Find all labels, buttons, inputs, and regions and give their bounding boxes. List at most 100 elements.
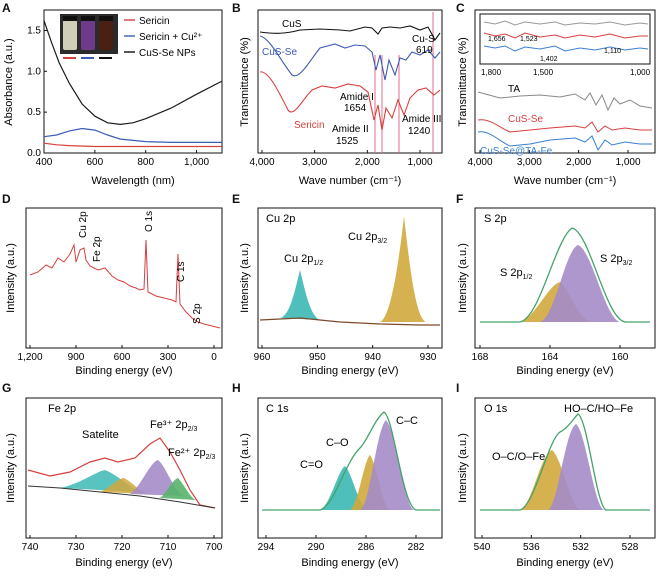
xtick-label-i: 536 <box>523 542 540 553</box>
xtick-label-g: 740 <box>22 542 39 553</box>
inset-label-1523: 1,523 <box>520 36 538 43</box>
label-fe3: Fe³⁺ 2p2/3 <box>150 419 197 433</box>
xtick-label-g: 700 <box>206 542 223 553</box>
panel-letter-d: D <box>2 192 11 206</box>
xtick-label-c: 1,000 <box>615 157 640 168</box>
ytick-label-a: 0.0 <box>27 148 41 159</box>
ylabel-b: Transmittance (%) <box>239 37 251 126</box>
envelope-f <box>480 227 650 323</box>
spectrum-cusse-ta-fe <box>477 131 652 152</box>
ticks-d: 1,200 900 600 300 0 <box>17 345 217 363</box>
label-amide-ii: Amide II <box>332 124 369 135</box>
panel-letter-h: H <box>232 381 241 395</box>
xlabel-h: Binding energy (eV) <box>301 557 398 569</box>
label-c-eq-o: C=O <box>300 459 323 471</box>
ticks-h: 294 290 286 282 <box>258 535 425 553</box>
inset-spectrum-blue <box>483 45 649 52</box>
title-g: Fe 2p <box>48 403 76 415</box>
ytick-label-a: 0.5 <box>27 107 41 118</box>
ylabel-e: Intensity (a.u.) <box>239 243 251 313</box>
xtick-label-g: 720 <box>114 542 131 553</box>
xtick-label-f: 164 <box>542 352 559 363</box>
panel-letter-b: B <box>232 1 241 15</box>
xtick-label-d: 300 <box>160 352 177 363</box>
label-cu-s: Cu-S <box>412 34 435 45</box>
ylabel-c: Transmittance (%) <box>457 37 469 126</box>
inset-label-1110: 1,110 <box>604 48 621 55</box>
xtick-label-b: 4,000 <box>249 157 274 168</box>
spectrum-cusse <box>259 35 441 81</box>
ticks-f: 168 164 160 <box>472 345 629 363</box>
label-cusse-ta-fe: CuS-Se@TA-Fe <box>480 146 553 157</box>
peak-fill-fe2 <box>160 478 196 500</box>
label-amide-i: Amide I <box>340 92 374 103</box>
panel-letter-g: G <box>2 381 11 395</box>
peak-fe2p: Fe 2p <box>92 236 103 262</box>
peak-o1s: O 1s <box>144 211 155 232</box>
series-line-a-1 <box>43 127 222 143</box>
label-cus: CuS <box>282 19 302 30</box>
xlabel-c: Wave number (cm⁻¹) <box>514 175 617 187</box>
ylabel-a: Absorbance (a.u.) <box>3 38 15 125</box>
panel-letter-f: F <box>456 192 463 206</box>
xlabel-g: Binding energy (eV) <box>75 557 172 569</box>
ylabel-d: Intensity (a.u.) <box>5 243 17 313</box>
plot-frame-c <box>474 9 656 154</box>
xlabel-f: Binding energy (eV) <box>516 365 613 377</box>
legend-sericin: Sericin <box>139 16 170 27</box>
xtick-label-g: 730 <box>68 542 85 553</box>
panel-b: CuS CuS-Se Sericin Amide I 1654 Amide II… <box>239 9 443 187</box>
spectrum-survey <box>29 239 221 329</box>
envelope-g <box>27 437 216 509</box>
label-cu-s-value: 619 <box>416 45 433 56</box>
label-s2p32: S 2p3/2 <box>600 253 632 267</box>
label-o-c: O–C/O–Fe <box>492 451 545 463</box>
label-cu2p32-main: Cu 2p <box>348 231 377 243</box>
panel-g: Fe 2p Satelite Fe³⁺ 2p2/3 Fe²⁺ 2p2/3 740… <box>5 397 223 569</box>
label-s2p12-main: S 2p <box>500 267 523 279</box>
xtick-label-e: 930 <box>420 352 437 363</box>
plot-frame-e <box>257 207 443 349</box>
panel-i: O 1s O–C/O–Fe HO–C/HO–Fe 540 536 532 528 Bi… <box>457 397 656 569</box>
ylabel-f: Intensity (a.u.) <box>457 243 469 313</box>
panel-c: 1,656 1,523 1,402 1,110 1,800 1,500 1,00… <box>457 9 656 187</box>
xlabel-i: Binding energy (eV) <box>516 557 613 569</box>
ticks-e: 960 950 940 930 <box>254 345 437 363</box>
plot-frame-i <box>474 397 656 539</box>
xtick-label-a: 800 <box>137 157 154 168</box>
label-amide-ii-value: 1525 <box>336 136 359 147</box>
label-sericin: Sericin <box>294 120 325 131</box>
vials-photo <box>60 14 118 59</box>
xtick-label-d: 1,200 <box>17 352 42 363</box>
label-c-o: C–O <box>326 437 349 449</box>
xtick-label-d: 900 <box>68 352 85 363</box>
panel-e: Cu 2p1/2 Cu 2p3/2 Cu 2p 960 950 940 930 Bin… <box>239 207 443 377</box>
label-fe2-sub: 2/3 <box>206 454 216 461</box>
panel-letter-a: A <box>2 1 11 15</box>
label-cu2p12-main: Cu 2p <box>284 253 313 265</box>
xtick-label-b: 1,000 <box>407 157 432 168</box>
label-cu2p12: Cu 2p1/2 <box>284 253 323 267</box>
label-fe2: Fe²⁺ 2p2/3 <box>168 447 215 461</box>
label-s2p32-main: S 2p <box>600 253 623 265</box>
label-fe2-main: Fe²⁺ 2p <box>168 447 206 459</box>
ticks-g: 740 730 720 710 700 <box>22 535 223 553</box>
xtick-label-f: 168 <box>472 352 489 363</box>
inset-label-1402: 1,402 <box>540 56 558 63</box>
label-ta: TA <box>508 84 520 95</box>
inset-label-1656: 1,656 <box>488 36 506 43</box>
spectrum-cusse-c <box>477 119 652 133</box>
series-a <box>43 20 223 148</box>
ytick-label-a: 1.5 <box>27 25 41 36</box>
xtick-label-g: 710 <box>160 542 177 553</box>
envelope-i <box>480 413 650 511</box>
ticks-a: 400 600 800 1,000 0.0 0.5 1.0 1.5 <box>27 25 209 168</box>
label-amide-iii-value: 1240 <box>408 126 431 137</box>
xtick-label-c: 3,000 <box>517 157 542 168</box>
panel-d: Cu 2p Fe 2p O 1s C 1s S 2p 1,200 900 600 30… <box>5 207 223 377</box>
peak-fill-c-eq-o <box>320 466 368 510</box>
label-c-c: C–C <box>396 415 418 427</box>
xlabel-d: Binding energy (eV) <box>75 365 172 377</box>
xtick-label-a: 600 <box>87 157 104 168</box>
xtick-label-a: 400 <box>36 157 53 168</box>
